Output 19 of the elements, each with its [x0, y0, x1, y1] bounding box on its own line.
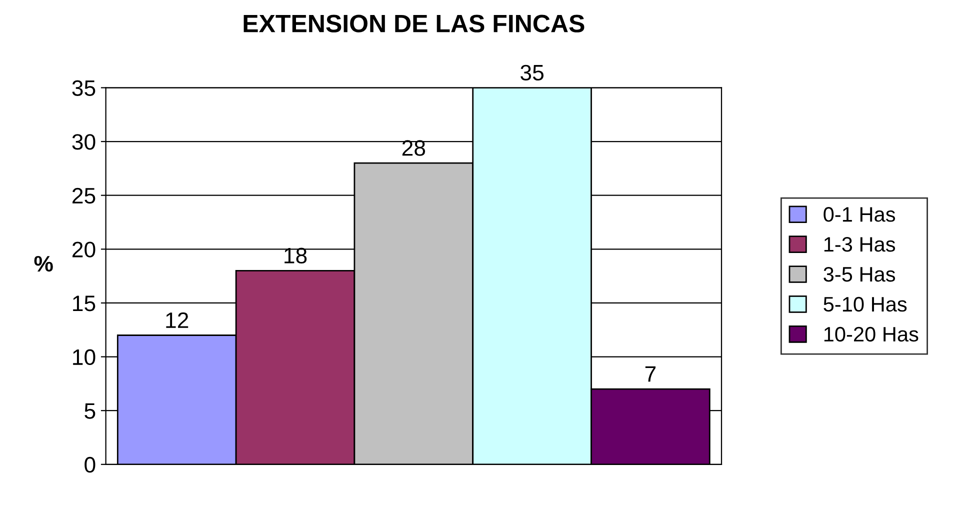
chart-title: EXTENSION DE LAS FINCAS — [244, 14, 584, 32]
y-tick-label: 30 — [72, 134, 96, 150]
data-label: 18 — [284, 248, 307, 264]
legend-label: 0-1 Has — [824, 207, 896, 222]
y-tick-label: 20 — [72, 242, 96, 258]
y-tick-label: 25 — [72, 188, 96, 204]
y-tick-label: 5 — [84, 403, 96, 419]
legend-label: 1-3 Has — [824, 237, 896, 252]
y-axis-title: % — [34, 256, 53, 272]
legend-label: 5-10 Has — [824, 296, 907, 312]
y-tick-label: 0 — [84, 456, 96, 473]
legend-label: 10-20 Has — [824, 326, 918, 342]
y-tick-label: 35 — [72, 80, 96, 96]
y-tick-label: 15 — [73, 296, 96, 312]
data-label: 12 — [166, 312, 188, 328]
y-tick-label: 10 — [73, 349, 96, 366]
data-label: 7 — [645, 366, 656, 382]
data-label: 35 — [520, 64, 544, 81]
legend-label: 3-5 Has — [824, 266, 896, 282]
